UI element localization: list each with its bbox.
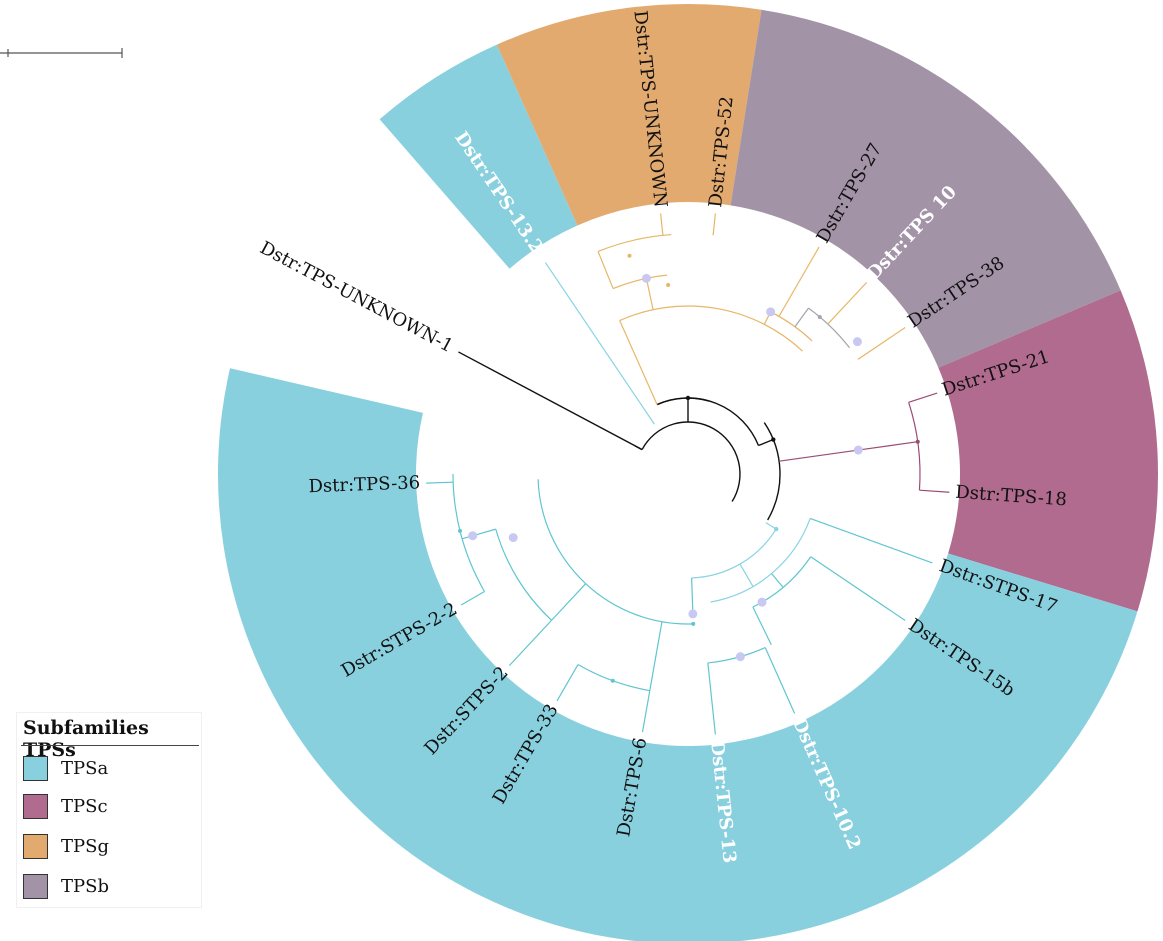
support-node [766, 307, 776, 317]
inner-node-tpsg [627, 253, 632, 258]
branch [858, 441, 918, 451]
legend-item-tpsc: TPSc [23, 793, 108, 819]
backbone-arc-right [763, 422, 781, 521]
legend: Subfamilies TPSs TPSa TPSc TPSg TPSb [16, 712, 202, 908]
branch-arc [770, 311, 813, 342]
tree-node [691, 621, 696, 626]
sector-tpsg [496, 3, 762, 226]
legend-swatch-tpsb [23, 873, 48, 899]
branch-tps-52 [712, 213, 716, 236]
tree-node [817, 314, 822, 319]
legend-item-tpsa: TPSa [23, 755, 108, 781]
sector-tpsc [938, 290, 1158, 612]
branch-arc [612, 274, 668, 290]
branch-arc [656, 397, 710, 406]
support-node [688, 609, 698, 619]
branch-tps-36 [426, 481, 454, 484]
branch-tps-33 [556, 664, 579, 702]
tree-node [610, 678, 615, 683]
support-node [735, 652, 745, 662]
branch-tps-10 [827, 281, 868, 325]
tree-node [666, 283, 671, 288]
branch-tps-10-2 [764, 647, 796, 714]
branch [634, 445, 643, 451]
branch [597, 251, 614, 289]
branch-tps-13-2 [544, 262, 655, 425]
inner-node [771, 437, 776, 442]
branch [779, 449, 859, 462]
support-node [853, 445, 863, 455]
branch [739, 563, 754, 587]
legend-swatch-tpsc [23, 793, 48, 819]
branch-arc [597, 233, 672, 253]
support-node [641, 273, 651, 283]
branch-tps-13 [707, 662, 716, 735]
tree-branches [426, 213, 950, 735]
tree-node [915, 439, 920, 444]
legend-label-tpsg: TPSg [61, 835, 109, 857]
branch-stps-17 [809, 517, 933, 564]
tree-node [457, 528, 462, 533]
branch-arc [495, 528, 553, 621]
branch-tps-27 [778, 246, 820, 317]
branch-tps-6 [641, 690, 651, 733]
branch-arc [452, 473, 486, 592]
legend-divider [21, 745, 199, 746]
branch-tps-15b [810, 556, 906, 622]
branch [691, 577, 694, 614]
branch [650, 391, 658, 405]
branch-tps-38 [857, 326, 906, 360]
scale-bar [0, 48, 123, 58]
branch-arc [577, 664, 650, 692]
leaf-label: Dstr:TPS-36 [308, 472, 420, 497]
legend-swatch-tpsa [23, 755, 48, 781]
branch [771, 573, 784, 588]
branch-unknown [660, 213, 664, 236]
support-node [468, 531, 478, 541]
branch [794, 307, 809, 328]
legend-swatch-tpsg [23, 833, 48, 859]
sector-tpsa-lower [218, 368, 1138, 941]
backbone-arc [641, 421, 741, 502]
branch-arc [691, 528, 777, 579]
branch-arc [808, 307, 851, 349]
branch [461, 528, 496, 540]
branch-arc [710, 518, 811, 603]
tree-nodes [457, 253, 920, 683]
branch-unknown-1 [458, 351, 643, 451]
backbone-arc-upper [656, 397, 760, 446]
legend-label-tpsb: TPSb [61, 875, 109, 897]
subfamily-sectors [218, 3, 1158, 941]
branch [551, 583, 587, 621]
root-node [685, 395, 691, 401]
branch [752, 606, 772, 646]
branch [645, 278, 654, 310]
support-node [852, 337, 862, 347]
legend-item-tpsg: TPSg [23, 833, 109, 859]
arc-tpsa-left [537, 479, 694, 625]
branch-arc [908, 402, 921, 491]
support-node [508, 533, 518, 543]
sector-tpsb [730, 9, 1121, 368]
legend-item-tpsb: TPSb [23, 873, 109, 899]
arc-tpsg-clade [619, 305, 803, 352]
branch-tps-21 [908, 392, 938, 403]
leaf-label: Dstr:TPS-UNKNOWN-1 [256, 237, 456, 357]
legend-label-tpsa: TPSa [61, 757, 109, 779]
legend-label-tpsc: TPSc [61, 795, 108, 817]
branch-stps-2 [508, 619, 553, 667]
support-node [757, 597, 767, 607]
branch-stps-2-2 [460, 590, 485, 606]
sector-tpsa-upper [379, 44, 578, 269]
branch [619, 320, 652, 393]
inner-node-tpsa [773, 526, 779, 532]
branch-tps-18 [919, 489, 950, 493]
backbone-stem-right [758, 438, 774, 447]
branch [649, 621, 663, 691]
